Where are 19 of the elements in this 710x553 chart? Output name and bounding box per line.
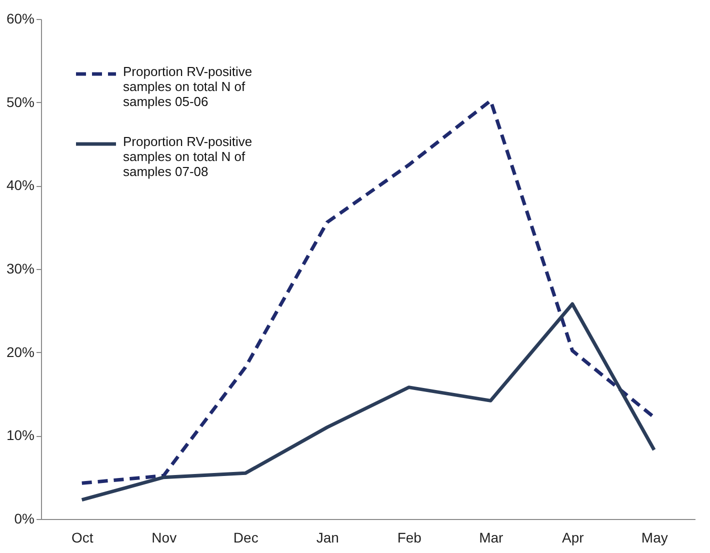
x-tick-label: Nov xyxy=(152,530,177,546)
y-tick-label: 50% xyxy=(6,94,34,110)
x-tick-label: Jan xyxy=(316,530,339,546)
line-series xyxy=(80,302,656,502)
y-tick-label: 30% xyxy=(6,260,34,276)
y-tick-label: 0% xyxy=(14,510,34,526)
x-tick-label: Feb xyxy=(397,530,422,546)
y-tick-label: 40% xyxy=(6,177,34,194)
y-tick-label: 10% xyxy=(6,427,34,444)
line-series xyxy=(80,98,656,485)
x-tick-label: Apr xyxy=(562,530,584,546)
legend-label: Proportion RV-positive samples on total N of samples 05-06 xyxy=(123,64,252,109)
legend-label: Proportion RV-positive samples on total N of samples 07-08 xyxy=(123,134,252,179)
y-tick-label: 60% xyxy=(6,10,34,26)
x-tick-label: Mar xyxy=(479,530,504,546)
x-tick-label: May xyxy=(641,530,668,546)
y-tick-label: 20% xyxy=(6,344,34,360)
x-tick-label: Oct xyxy=(71,530,94,546)
x-tick-label: Dec xyxy=(233,530,258,546)
